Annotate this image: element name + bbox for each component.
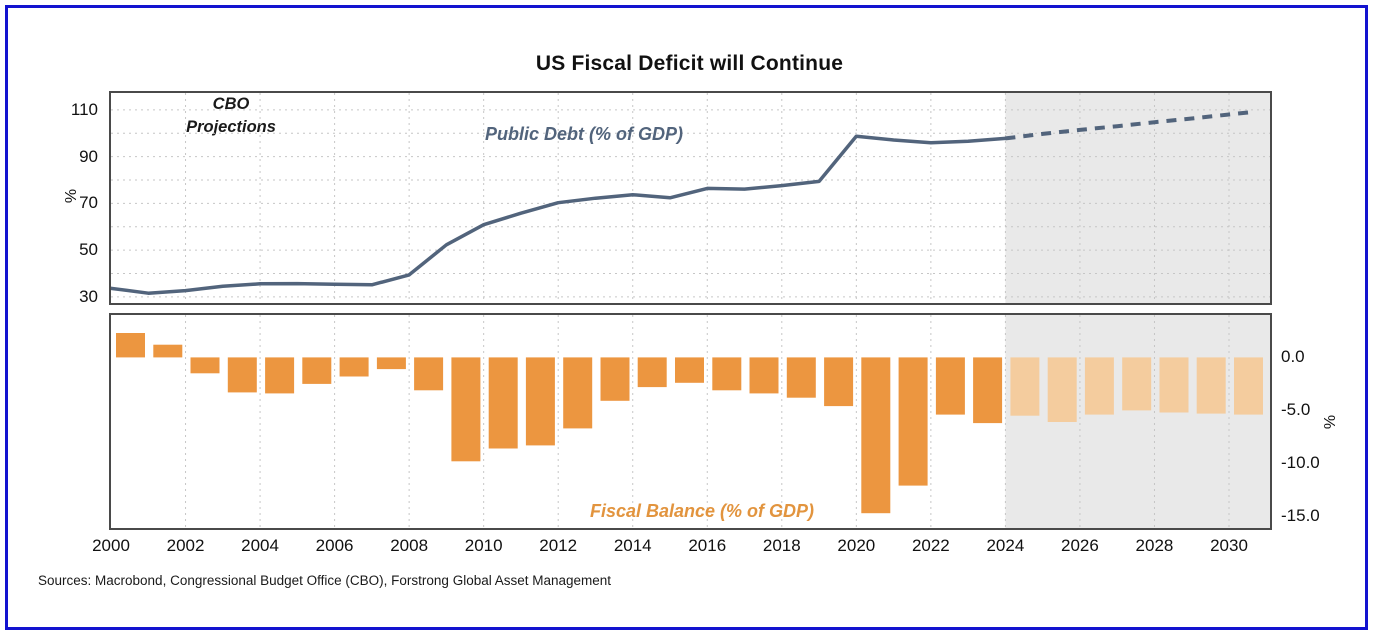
bar-2008 <box>414 357 444 391</box>
fiscal-balance-panel: Fiscal Balance (% of GDP) <box>109 313 1272 530</box>
x-tick-label: 2012 <box>539 536 578 555</box>
bar-2006 <box>339 357 369 377</box>
top-y-tick-label: 90 <box>79 146 98 166</box>
x-tick-label: 2024 <box>986 536 1025 555</box>
bar-2018 <box>786 357 816 398</box>
bar-2002 <box>190 357 220 374</box>
top-y-tick-label: 70 <box>79 193 98 213</box>
bottom-y-tick-label: -15.0 <box>1281 506 1320 526</box>
x-tick-label: 2016 <box>688 536 727 555</box>
x-tick-label: 2014 <box>613 536 652 555</box>
bar-2011 <box>525 357 555 446</box>
bottom-y-tick-label: -10.0 <box>1281 453 1320 473</box>
bar-projection-2030 <box>1234 357 1263 415</box>
bottom-y-tick-label: -5.0 <box>1281 400 1311 420</box>
top-y-tick-label: 30 <box>79 286 98 306</box>
fiscal-balance-plot <box>116 315 1270 528</box>
bar-2017 <box>749 357 779 394</box>
bar-2003 <box>227 357 257 393</box>
public-debt-line <box>111 134 1008 295</box>
bar-projection-2028 <box>1159 357 1189 413</box>
bar-2015 <box>675 357 704 383</box>
cbo-projections-label-line1: CBO <box>212 95 250 113</box>
bar-2019 <box>824 357 854 407</box>
bar-2014 <box>637 357 667 388</box>
cbo-projections-label-line2: Projections <box>186 118 276 136</box>
bar-projection-2024 <box>1010 357 1040 416</box>
bar-2020 <box>861 357 891 514</box>
x-tick-label: 2008 <box>390 536 429 555</box>
x-tick-label: 2018 <box>762 536 801 555</box>
bar-2004 <box>265 357 295 394</box>
top-y-tick-label: 110 <box>70 99 98 119</box>
cbo-projections-label: CBO Projections <box>111 93 351 139</box>
public-debt-projection-line <box>1005 109 1256 141</box>
x-tick-label: 2004 <box>241 536 279 555</box>
x-tick-label: 2028 <box>1135 536 1174 555</box>
public-debt-panel: Public Debt (% of GDP) CBO Projections <box>109 91 1272 305</box>
chart-title: US Fiscal Deficit will Continue <box>535 52 844 75</box>
x-tick-label: 2010 <box>464 536 503 555</box>
source-note: Sources: Macrobond, Congressional Budget… <box>38 573 612 588</box>
bar-projection-2026 <box>1084 357 1114 415</box>
public-debt-plot <box>111 93 1270 303</box>
x-tick-label: 2026 <box>1061 536 1099 555</box>
bar-projection-2027 <box>1122 357 1152 411</box>
bar-2007 <box>376 357 406 370</box>
bar-projection-2025 <box>1047 357 1077 422</box>
bar-2009 <box>451 357 481 462</box>
bar-2016 <box>712 357 742 391</box>
bar-2012 <box>563 357 593 429</box>
x-tick-label: 2030 <box>1210 536 1248 555</box>
bar-2000 <box>116 333 145 358</box>
projection-shading-top <box>1005 93 1270 303</box>
bar-projection-2029 <box>1196 357 1226 414</box>
x-tick-label: 2000 <box>92 536 130 555</box>
bar-2013 <box>600 357 630 401</box>
x-tick-label: 2002 <box>166 536 205 555</box>
public-debt-series-label: Public Debt (% of GDP) <box>485 124 683 144</box>
bar-2001 <box>153 344 183 358</box>
bar-2010 <box>488 357 518 449</box>
fiscal-balance-series-label: Fiscal Balance (% of GDP) <box>589 501 815 521</box>
projection-shading-bottom <box>1005 315 1270 528</box>
top-y-tick-label: 50 <box>79 240 98 260</box>
bar-2023 <box>973 357 1003 424</box>
x-tick-label: 2022 <box>911 536 950 555</box>
x-tick-label: 2020 <box>837 536 876 555</box>
x-tick-label: 2006 <box>315 536 354 555</box>
bar-2022 <box>935 357 965 415</box>
bottom-y-tick-label: 0.0 <box>1281 347 1305 367</box>
bar-2021 <box>898 357 928 486</box>
bar-2005 <box>302 357 332 384</box>
